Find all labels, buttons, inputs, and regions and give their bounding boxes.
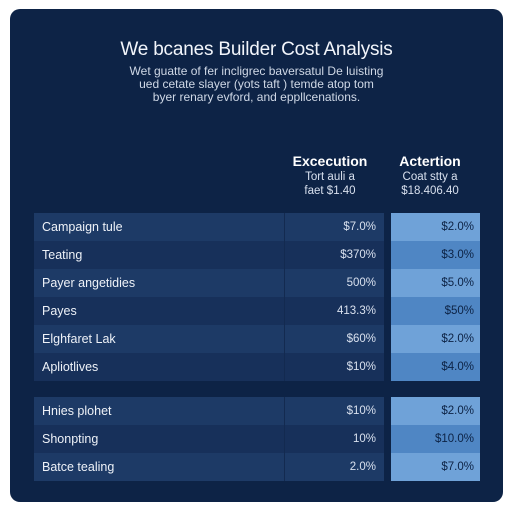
row-label: Campaign tule [34, 213, 284, 241]
column-subtitle: faet $1.40 [304, 185, 356, 197]
execution-value: 10% [284, 425, 384, 453]
actertion-value: $3.0% [391, 241, 480, 269]
actertion-value: $4.0% [391, 353, 480, 381]
execution-value: $10% [284, 353, 384, 381]
actertion-value: $7.0% [391, 453, 480, 481]
table-row: Payes 413.3% $50% [34, 297, 482, 325]
column-header-execution: Excecution Tort auli a faet $1.40 [285, 152, 375, 198]
row-label: Teating [34, 241, 284, 269]
table-row: Hnies plohet $10% $2.0% [34, 397, 482, 425]
table-row: Teating $370% $3.0% [34, 241, 482, 269]
column-subtitle: Coat stty a [402, 171, 458, 183]
table-row: Payer angetidies 500% $5.0% [34, 269, 482, 297]
column-title: Actertion [399, 153, 461, 169]
execution-value: 413.3% [284, 297, 384, 325]
cost-table-main: Campaign tule $7.0% $2.0% Teating $370% … [34, 213, 482, 381]
cost-table-secondary: Hnies plohet $10% $2.0% Shonpting 10% $1… [34, 397, 482, 481]
table-row: Batce tealing 2.0% $7.0% [34, 453, 482, 481]
intro-line: ued cetate slayer (yots taft ) temde ato… [139, 77, 374, 91]
row-label: Apliotlives [34, 353, 284, 381]
actertion-value: $10.0% [391, 425, 480, 453]
column-header-actertion: Actertion Coat stty a $18.406.40 [385, 152, 475, 198]
row-label: Shonpting [34, 425, 284, 453]
intro-paragraph: Wet guatte of fer incligrec baversatul D… [10, 65, 503, 104]
intro-line: byer renary evford, and eppllcenations. [152, 90, 361, 104]
table-row: Elghfaret Lak $60% $2.0% [34, 325, 482, 353]
column-title: Excecution [292, 153, 368, 169]
execution-value: $60% [284, 325, 384, 353]
execution-value: 2.0% [284, 453, 384, 481]
actertion-value: $2.0% [391, 213, 480, 241]
table-row: Apliotlives $10% $4.0% [34, 353, 482, 381]
row-label: Elghfaret Lak [34, 325, 284, 353]
table-row: Campaign tule $7.0% $2.0% [34, 213, 482, 241]
page-title: We bcanes Builder Cost Analysis [120, 39, 393, 60]
actertion-value: $50% [391, 297, 480, 325]
table-row: Shonpting 10% $10.0% [34, 425, 482, 453]
execution-value: 500% [284, 269, 384, 297]
execution-value: $10% [284, 397, 384, 425]
row-label: Hnies plohet [34, 397, 284, 425]
actertion-value: $2.0% [391, 397, 480, 425]
cost-analysis-card: We bcanes Builder Cost Analysis Wet guat… [10, 9, 503, 502]
intro-line: Wet guatte of fer incligrec baversatul D… [129, 64, 384, 78]
execution-value: $370% [284, 241, 384, 269]
actertion-value: $2.0% [391, 325, 480, 353]
execution-value: $7.0% [284, 213, 384, 241]
row-label: Batce tealing [34, 453, 284, 481]
row-label: Payes [34, 297, 284, 325]
column-subtitle: $18.406.40 [401, 185, 459, 197]
row-label: Payer angetidies [34, 269, 284, 297]
column-subtitle: Tort auli a [305, 171, 355, 183]
actertion-value: $5.0% [391, 269, 480, 297]
